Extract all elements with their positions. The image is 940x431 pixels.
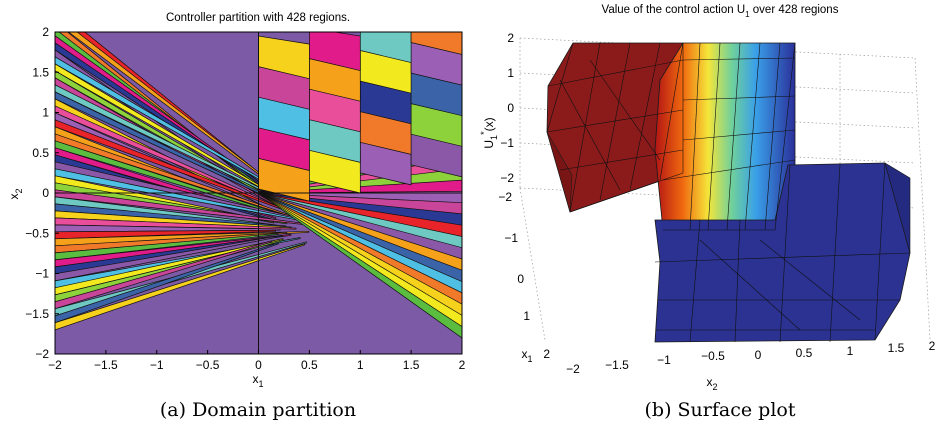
mesh-line (682, 95, 796, 101)
mesh-line (726, 42, 741, 231)
mesh-line (547, 59, 684, 87)
partition-region (55, 233, 279, 261)
surface-upper-side (546, 131, 573, 213)
x2tick: 1 (847, 344, 854, 358)
chart-a-title: Controller partition with 428 regions. (166, 12, 350, 24)
x-tick-label: 0 (255, 358, 262, 372)
mesh-line (682, 57, 796, 61)
chart-b-zticks: 2 1 0 −1 −2 (500, 31, 514, 185)
x-tick-label: 1 (357, 358, 364, 372)
mesh-line (559, 149, 684, 171)
partition-region (410, 32, 462, 55)
x-tick-label: −0.5 (196, 358, 220, 372)
ztick: −2 (500, 171, 514, 185)
caption-a: (a) Domain partition (160, 399, 356, 421)
mesh-line (764, 42, 781, 231)
x2tick: 2 (929, 339, 936, 353)
panel-a: Controller partition with 428 regions. −… (7, 12, 466, 421)
surface-mesh (546, 42, 911, 343)
x2tick: 0.5 (796, 346, 813, 360)
mesh-line (599, 42, 631, 201)
mesh-line (559, 79, 621, 191)
partition-region (359, 32, 412, 64)
y-tick-label: −0.5 (25, 226, 49, 240)
partition-regions (55, 32, 462, 354)
x1tick: −1 (504, 231, 518, 245)
mesh-line (734, 219, 741, 343)
x-tick-label: 1.5 (403, 358, 420, 372)
mesh-line (874, 162, 886, 341)
chart-a-ticks: −2 −1.5 −1 −0.5 0 0.5 1 1.5 2 2 1.5 1 0.5 0 −0.5 −1 −1.5… (25, 25, 465, 372)
y-tick-label: −1 (35, 267, 49, 281)
x-tick-label: 0.5 (301, 358, 318, 372)
x-tick-label: −1 (150, 358, 164, 372)
mesh-line (759, 239, 861, 321)
mesh-line (689, 219, 701, 343)
x2tick: −1 (657, 353, 671, 367)
mesh-line (779, 164, 791, 343)
ztick: 2 (507, 31, 514, 45)
y-tick-label: −1.5 (25, 307, 49, 321)
mesh-line (569, 42, 601, 213)
mesh-line (829, 164, 841, 343)
mesh-line (546, 42, 574, 133)
y-tick-label: 1 (42, 106, 49, 120)
ztick: 0 (507, 101, 514, 115)
caption-b: (b) Surface plot (645, 399, 796, 421)
partition-region (55, 217, 297, 230)
surface-lower-plateau (654, 162, 911, 343)
mesh-line (774, 42, 796, 231)
chart-b-x1label: x1 (521, 347, 532, 364)
y-tick-label: 2 (42, 25, 49, 39)
partition-region (55, 242, 279, 324)
x-tick-label: 2 (459, 358, 466, 372)
panel-b: Value of the control action U1 over 428 … (479, 4, 936, 421)
y-tick-label: 0 (42, 186, 49, 200)
mesh-line (682, 129, 796, 141)
chart-b-x2label: x2 (706, 375, 717, 392)
chart-b-zlabel: U1*(x) (479, 117, 499, 148)
x1tick: 2 (543, 347, 550, 361)
chart-a-xlabel: x1 (252, 372, 263, 389)
mesh-line (589, 59, 661, 161)
mesh-line (546, 109, 684, 133)
x2tick: −1.5 (605, 358, 629, 372)
x2tick: 0 (755, 348, 762, 362)
mesh-line (654, 252, 911, 263)
partition-region (55, 236, 276, 282)
ztick: −1 (500, 136, 514, 150)
mesh-line (569, 172, 684, 213)
x1tick: 1 (523, 309, 530, 323)
mesh-line (689, 42, 701, 231)
x1tick: 0 (517, 272, 524, 286)
x2tick: −2 (566, 362, 580, 376)
partition-region (55, 224, 281, 233)
y-tick-label: −2 (35, 347, 49, 361)
partition-region (55, 240, 273, 310)
mesh-line (659, 42, 684, 181)
mesh-line (707, 42, 721, 231)
x-tick-label: −2 (48, 358, 62, 372)
ztick: 1 (507, 66, 514, 80)
mesh-line (699, 239, 801, 331)
surface-lower-side (884, 162, 911, 254)
chart-b-x1ticks: −2 −1 0 1 2 (498, 190, 550, 361)
mesh-line (629, 42, 661, 191)
chart-b-title: Value of the control action U1 over 428 … (602, 4, 839, 19)
mesh-line (744, 42, 761, 231)
x-tick-label: −1.5 (94, 358, 118, 372)
y-tick-label: 1.5 (32, 65, 49, 79)
y-tick-label: 0.5 (32, 146, 49, 160)
partition-region (55, 229, 276, 240)
x1tick: −2 (498, 190, 512, 204)
x2tick: −0.5 (701, 349, 725, 363)
chart-b-x2ticks: −2 −1.5 −1 −0.5 0 0.5 1 1.5 2 (566, 339, 936, 376)
x2tick: 1.5 (888, 341, 905, 355)
partition-region (55, 243, 306, 331)
chart-a-ylabel: x2 (7, 188, 24, 199)
mesh-line (662, 159, 796, 181)
